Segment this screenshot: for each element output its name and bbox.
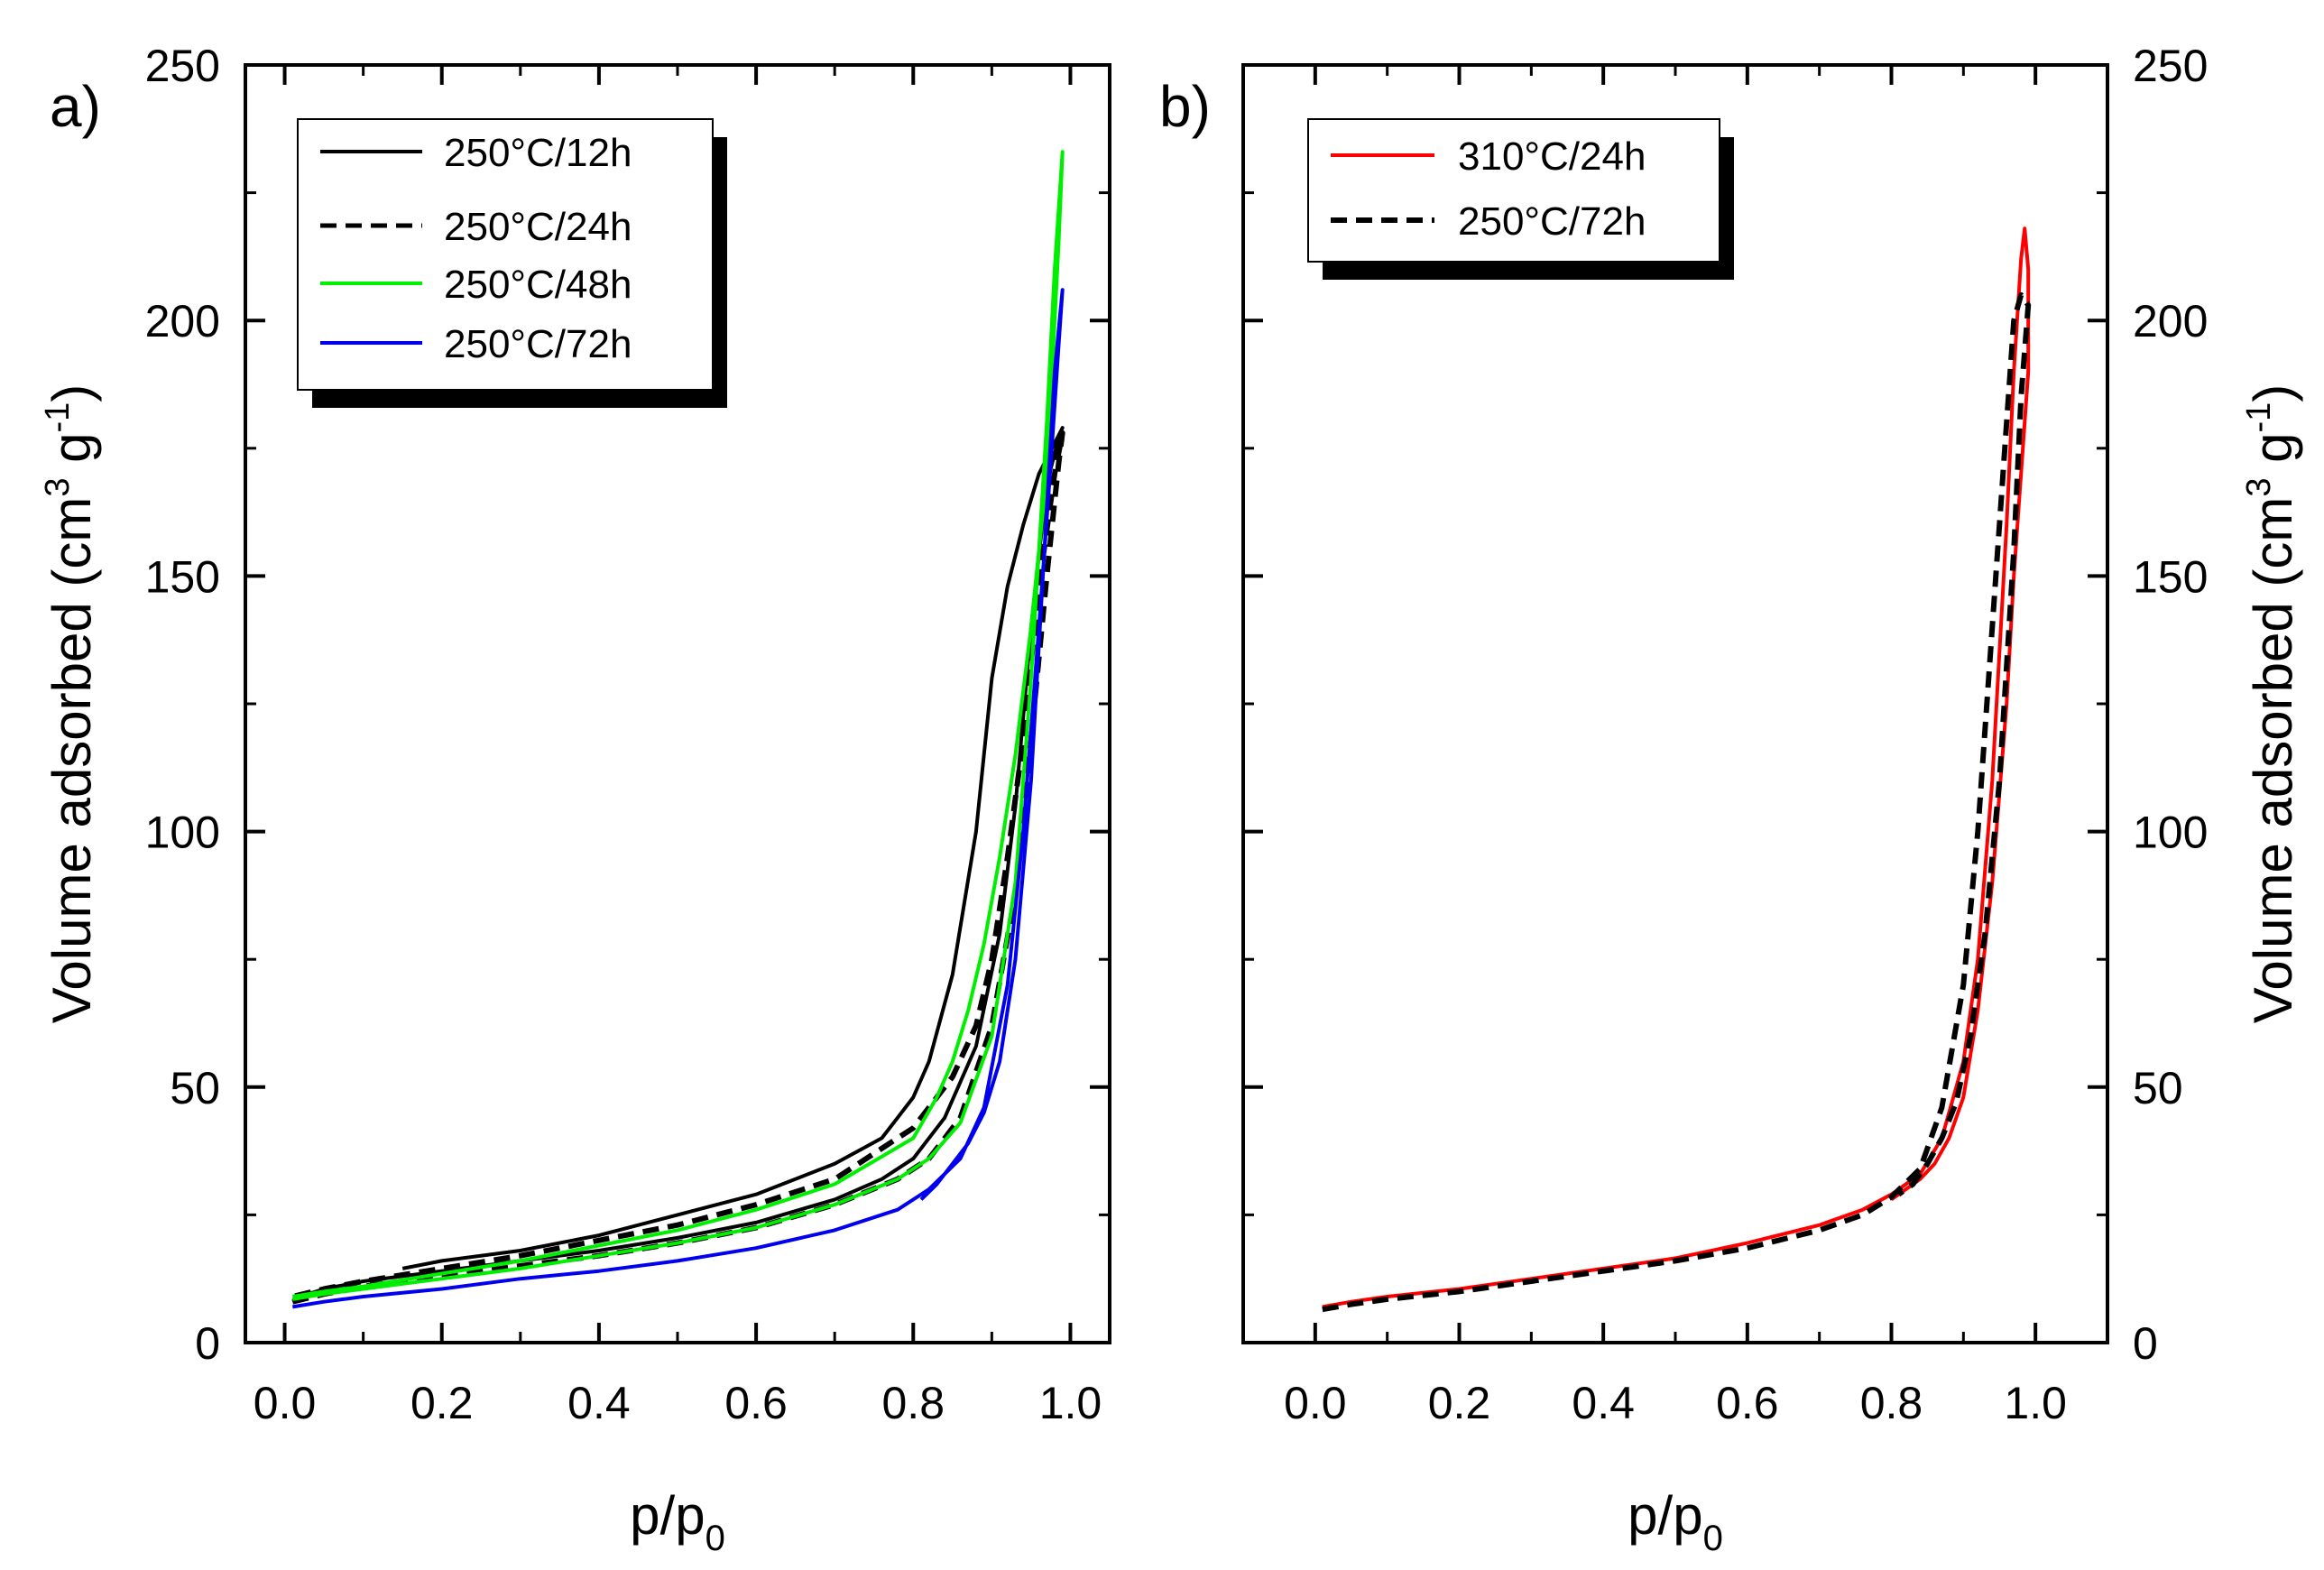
panel-b-x-tick-label: 0.4: [1572, 1378, 1635, 1428]
panel-b-y-axis-title: Volume adsorbed (cm3 g-1): [2240, 384, 2303, 1024]
panel-a-y-axis-title-end: ): [42, 384, 102, 402]
panel-a-x-axis-title: p/p0: [630, 1485, 725, 1558]
panel-a-ticks: 0.0 0.2 0.4 0.6 0.8 1.0 0 50 100 150 200 250: [145, 41, 1110, 1428]
panel-a-y-axis-title-sup2: -1: [39, 402, 77, 433]
panel-a-legend: 250°C/12h 250°C/24h 250°C/48h 250°C/72h: [297, 118, 727, 408]
panel-b-y-tick-label: 150: [2133, 551, 2208, 602]
panel-a-label: a): [50, 74, 101, 139]
panel-a-x-tick-label: 0.8: [882, 1378, 945, 1428]
panel-a-legend-label-24h: 250°C/24h: [444, 205, 632, 249]
panel-a-y-tick-label: 250: [145, 41, 220, 91]
panel-a-y-axis-title: Volume adsorbed (cm3 g-1): [39, 384, 102, 1024]
panel-a-y-tick-label: 100: [145, 808, 220, 858]
panel-a-x-tick-label: 1.0: [1039, 1378, 1102, 1428]
panel-b-x-axis-title-sub: 0: [1703, 1519, 1723, 1558]
panel-a-series-250-c-24h: [291, 429, 1065, 1305]
panel-b-legend-label-250c-72h: 250°C/72h: [1458, 199, 1646, 244]
panel-b-ticks: 0.0 0.2 0.4 0.6 0.8 1.0 0 50 100 150 200 250: [1243, 41, 2208, 1428]
panel-b-y-axis-title-end: ): [2243, 384, 2303, 402]
panel-b-y-tick-label: 200: [2133, 296, 2208, 346]
panel-b-y-tick-label: 250: [2133, 41, 2208, 91]
panel-b-y-axis-title-mid: g: [2243, 432, 2303, 477]
panel-a-y-tick-label: 150: [145, 551, 220, 602]
panel-b-legend-box: [1307, 118, 1720, 263]
panel-b-x-tick-label: 0.8: [1860, 1378, 1923, 1428]
panel-a-legend-label-12h: 250°C/12h: [444, 131, 632, 175]
panel-a-series-250-c-72h: [291, 288, 1065, 1309]
panel-b-y-tick-label: 100: [2133, 808, 2208, 858]
panel-b-x-axis-title: p/p0: [1628, 1485, 1723, 1558]
panel-a-legend-label-48h: 250°C/48h: [444, 263, 632, 307]
panel-a-series-250-c-48h: [291, 150, 1065, 1301]
panel-a-y-axis-title-sup1: 3: [39, 478, 77, 497]
panel-b-y-axis-title-sup1: 3: [2240, 478, 2278, 497]
panel-a-y-tick-label: 200: [145, 296, 220, 346]
panel-b-x-tick-label: 0.6: [1716, 1378, 1779, 1428]
panel-b-y-tick-label: 50: [2133, 1063, 2183, 1113]
panel-b-x-tick-label: 1.0: [2004, 1378, 2067, 1428]
panel-a: a) 0.0 0.2 0.4 0.6 0.8 1.0 0 50 100 150 200 250 p/p…: [39, 41, 1111, 1558]
panel-a-y-tick-label: 0: [195, 1318, 220, 1369]
panel-b-label: b): [1159, 74, 1211, 139]
panel-a-y-tick-label: 50: [170, 1063, 220, 1113]
panel-b-y-tick-label: 0: [2133, 1318, 2158, 1369]
panel-b-series-250-c-72h: [1322, 291, 2032, 1313]
panel-b-legend: 310°C/24h 250°C/72h: [1307, 118, 1734, 280]
panel-a-x-tick-label: 0.0: [254, 1378, 317, 1428]
panel-a-x-tick-label: 0.6: [724, 1378, 788, 1428]
panel-a-x-tick-label: 0.2: [410, 1378, 474, 1428]
panel-b: b) 0.0 0.2 0.4 0.6 0.8 1.0 0 50 100 150 200 250 p/p…: [1159, 41, 2303, 1558]
panel-a-legend-label-72h: 250°C/72h: [444, 322, 632, 366]
panel-a-x-tick-label: 0.4: [567, 1378, 631, 1428]
panel-a-x-axis-title-sub: 0: [706, 1519, 725, 1558]
panel-b-y-axis-title-sup2: -1: [2240, 402, 2278, 433]
panel-b-series-310-c-24h: [1322, 226, 2031, 1309]
panel-b-x-tick-label: 0.0: [1284, 1378, 1347, 1428]
panel-b-legend-label-310c: 310°C/24h: [1458, 134, 1646, 179]
panel-a-plot-series: [291, 150, 1065, 1309]
panel-b-plot-series: [1322, 226, 2032, 1313]
panel-a-y-axis-title-mid: g: [42, 432, 102, 477]
panel-b-x-tick-label: 0.2: [1428, 1378, 1491, 1428]
